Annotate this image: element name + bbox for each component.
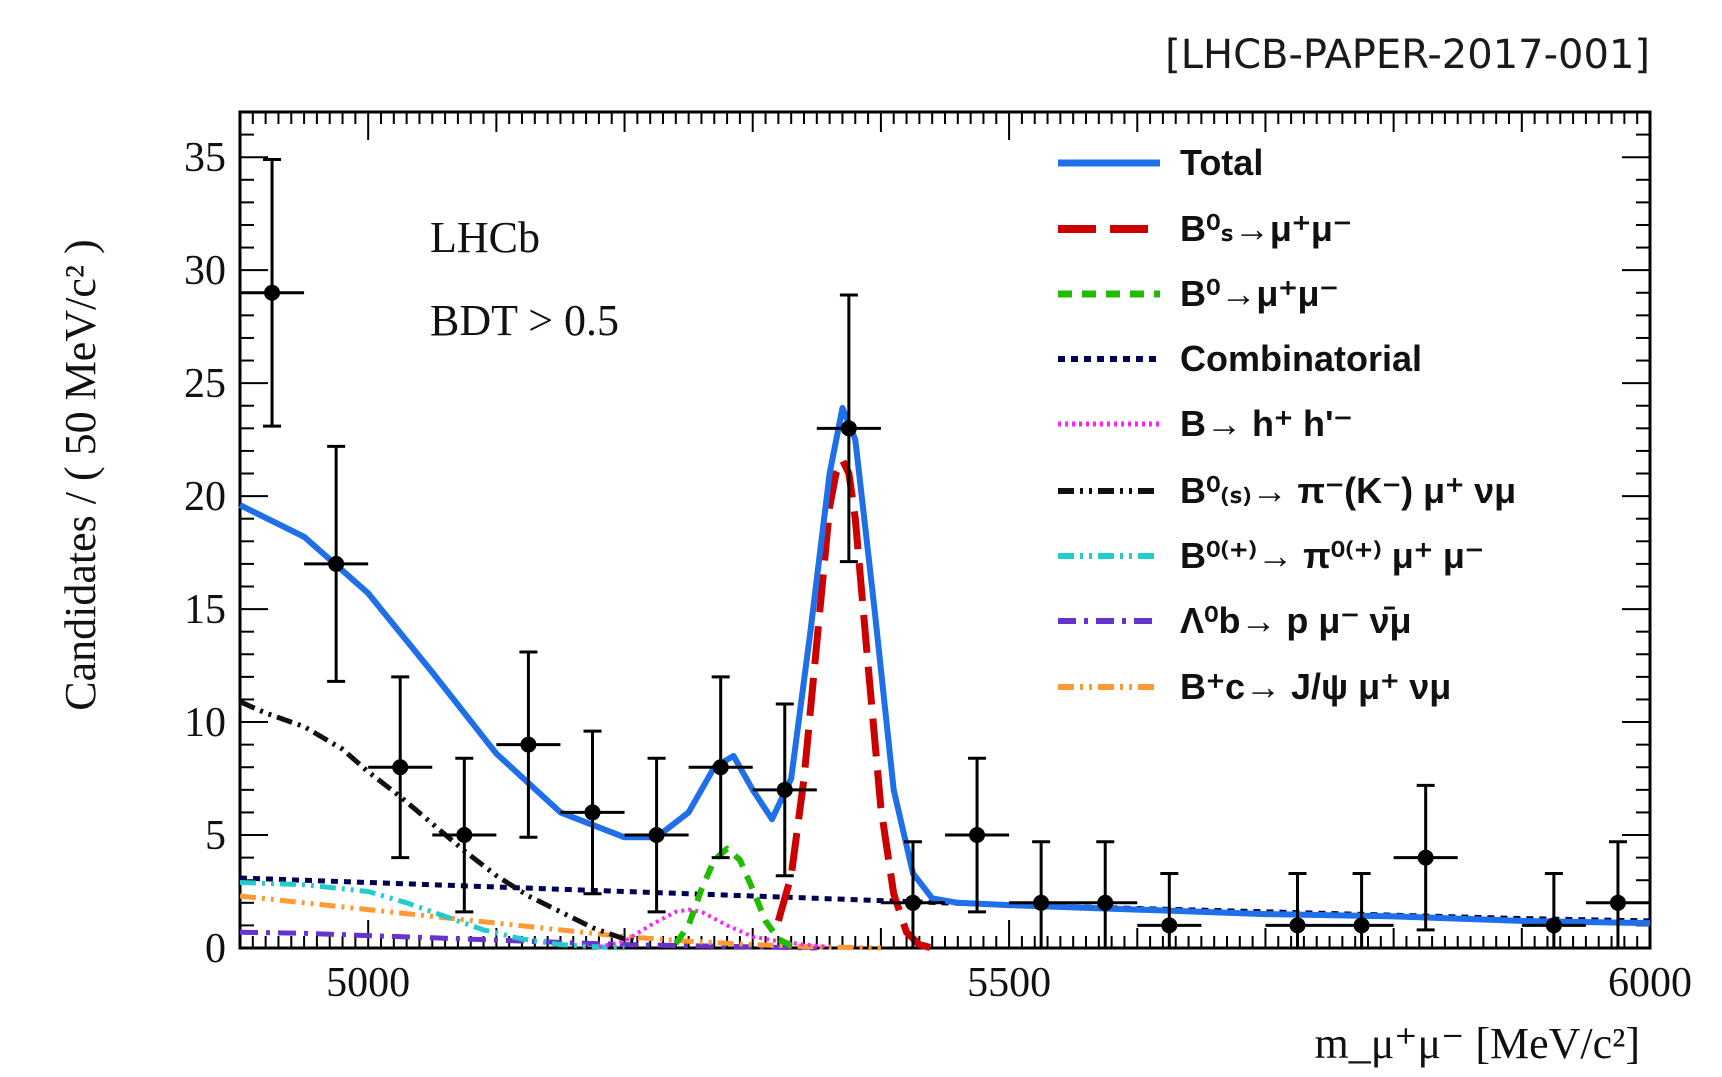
data-point	[752, 702, 817, 878]
point-marker	[392, 759, 409, 776]
data-point	[560, 729, 625, 896]
point-marker	[328, 555, 345, 572]
data-point	[1009, 840, 1074, 948]
y-tick-label: 35	[184, 135, 226, 181]
legend-label-bs: B⁰ₛ→μ⁺μ⁻	[1180, 208, 1352, 249]
point-marker	[1097, 894, 1114, 911]
legend-label-b0: B⁰→μ⁺μ⁻	[1180, 273, 1338, 314]
data-point	[1265, 871, 1330, 948]
curve-b-pi-mu-nu	[238, 699, 638, 944]
legend: Total B⁰ₛ→μ⁺μ⁻ B⁰→μ⁺μ⁻ Combinatorial B→ …	[1058, 142, 1516, 707]
data-point	[1521, 871, 1586, 948]
y-tick-label: 25	[184, 361, 226, 407]
data-point	[496, 650, 561, 839]
point-marker	[1289, 917, 1306, 934]
data-point	[880, 840, 945, 948]
legend-label-lambda-b: Λ⁰b→ p μ⁻ ν̄μ	[1180, 600, 1412, 641]
axis-ticks	[239, 111, 1651, 949]
y-tick-label: 15	[184, 587, 226, 633]
point-marker	[648, 827, 665, 844]
data-point	[368, 675, 433, 860]
experiment-label: LHCb	[430, 213, 540, 262]
data-point	[1137, 871, 1202, 948]
y-axis-title: Candidates / ( 50 MeV/c² )	[56, 239, 105, 710]
y-tick-label: 0	[205, 926, 226, 972]
point-marker	[1609, 894, 1626, 911]
point-marker	[904, 894, 921, 911]
x-tick-label: 5000	[326, 960, 410, 1006]
point-marker	[840, 420, 857, 437]
selection-label: BDT > 0.5	[430, 296, 619, 345]
point-marker	[969, 827, 986, 844]
point-marker	[1161, 917, 1178, 934]
y-tick-label: 5	[205, 813, 226, 859]
point-marker	[264, 284, 281, 301]
data-point	[688, 675, 753, 860]
y-tick-label: 20	[184, 474, 226, 520]
legend-label-combinatorial: Combinatorial	[1180, 338, 1422, 379]
data-point	[1073, 840, 1138, 948]
point-marker	[1417, 849, 1434, 866]
point-marker	[456, 827, 473, 844]
point-marker	[776, 781, 793, 798]
point-marker	[712, 759, 729, 776]
tick-labels: 5000 5500 6000 0 5 10 15 20 25 30 35	[184, 135, 1692, 1006]
x-axis-title: m_μ⁺μ⁻ [MeV/c²]	[1314, 1019, 1640, 1068]
curve-bc	[239, 893, 881, 951]
legend-label-bc: B⁺c→ J/ψ μ⁺ νμ	[1180, 666, 1451, 707]
data-point	[432, 756, 497, 914]
data-points	[240, 157, 1650, 948]
curve-total	[238, 405, 1651, 927]
legend-label-total: Total	[1180, 142, 1263, 183]
data-point	[816, 293, 881, 564]
point-marker	[584, 804, 601, 821]
data-point	[624, 756, 689, 914]
data-point	[1393, 783, 1458, 932]
legend-label-b-pi-mu-nu: B⁰₍ₛ₎→ π⁻(K⁻) μ⁺ νμ	[1180, 470, 1516, 511]
curve-b0	[673, 845, 793, 949]
point-marker	[1545, 917, 1562, 934]
point-marker	[520, 736, 537, 753]
reference-label: [LHCB-PAPER-2017-001]	[1165, 32, 1650, 78]
point-marker	[1353, 917, 1370, 934]
data-point	[240, 157, 305, 428]
data-point	[304, 444, 369, 683]
legend-label-bhh: B→ h⁺ h'⁻	[1180, 403, 1353, 444]
data-point	[1585, 840, 1650, 948]
legend-label-b-pi-mu-mu: B⁰⁽⁺⁾→ π⁰⁽⁺⁾ μ⁺ μ⁻	[1180, 535, 1484, 576]
data-point	[945, 756, 1010, 914]
data-point	[1329, 871, 1394, 948]
x-tick-label: 6000	[1608, 960, 1692, 1006]
y-tick-label: 10	[184, 700, 226, 746]
y-tick-label: 30	[184, 248, 226, 294]
x-tick-label: 5500	[967, 960, 1051, 1006]
point-marker	[1033, 894, 1050, 911]
